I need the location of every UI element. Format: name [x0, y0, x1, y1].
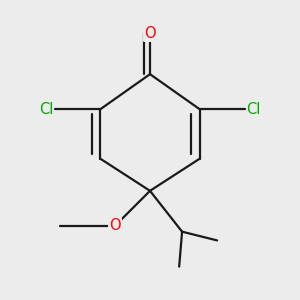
Text: O: O [109, 218, 121, 233]
Text: Cl: Cl [39, 102, 54, 117]
Text: Cl: Cl [246, 102, 261, 117]
Text: O: O [144, 26, 156, 41]
